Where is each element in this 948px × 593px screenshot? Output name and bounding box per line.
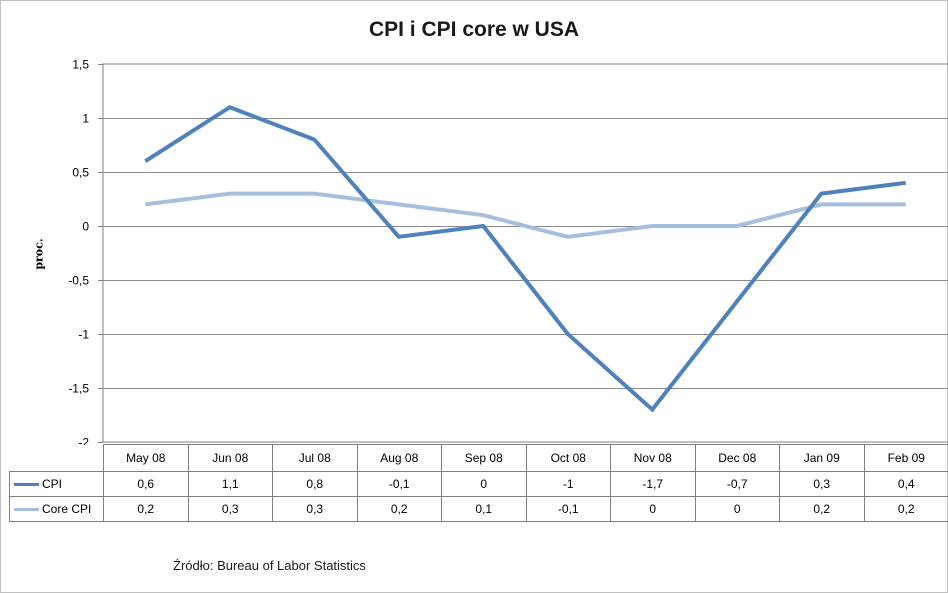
source-note: Źródło: Bureau of Labor Statistics [173,558,366,573]
data-label: -0,1 [356,471,442,497]
plot-area [102,63,948,443]
data-label: 0,8 [272,471,358,497]
x-tick-label: Jan 09 [779,444,865,472]
data-label: 0,2 [356,496,442,522]
data-label: -1,7 [610,471,696,497]
x-tick-label: Nov 08 [610,444,696,472]
x-tick-label: May 08 [103,444,189,472]
data-label: 0,6 [103,471,189,497]
x-tick-label: Dec 08 [694,444,780,472]
x-tick-label: Jul 08 [272,444,358,472]
data-label: 0,3 [272,496,358,522]
y-tick-label: -0,5 [68,274,89,288]
legend-label: CPI [42,477,63,491]
data-label: 0,1 [441,496,527,522]
legend-swatch [14,508,39,512]
category-row: May 08 Jun 08 Jul 08 Aug 08 Sep 08 Oct 08 Nov … [10,444,948,472]
x-tick-label: Jun 08 [187,444,273,472]
data-label: 0,2 [863,496,948,522]
legend-swatch [14,483,39,487]
table-row: Core CPI 0,2 0,3 0,3 0,2 0,1 -0,1 0 0 0,2 0,2 [9,496,948,522]
data-label: 0 [441,471,527,497]
series-line-core-cpi [145,191,906,239]
x-tick-label: Feb 09 [863,444,948,472]
y-tick-label: 1 [82,112,89,126]
data-label: 0,2 [103,496,189,522]
x-tick-label: Sep 08 [441,444,527,472]
legend-label: Core CPI [42,502,92,516]
y-tick-label: 0 [82,220,89,234]
data-label: 0,3 [779,471,865,497]
x-tick-label: Aug 08 [356,444,442,472]
legend-entry: Core CPI [9,496,104,522]
data-label: -1 [525,471,611,497]
y-tick-label: 0,5 [72,166,89,180]
legend-entry: CPI [9,471,104,497]
y-tick-label: -1 [78,328,89,342]
data-label: -0,7 [694,471,780,497]
data-label: 0,2 [779,496,865,522]
data-label: 0 [610,496,696,522]
chart-plot: 1,5 1 0,5 0 -0,5 -1 -1,5 -2 [68,58,948,446]
y-tick-label: -2 [78,436,89,446]
data-label: 0 [694,496,780,522]
y-tick-label: 1,5 [72,58,89,72]
data-label: 0,4 [863,471,948,497]
data-label: 1,1 [187,471,273,497]
data-label: 0,3 [187,496,273,522]
data-label: -0,1 [525,496,611,522]
x-tick-label: Oct 08 [525,444,611,472]
data-table: May 08 Jun 08 Jul 08 Aug 08 Sep 08 Oct 08 Nov … [9,444,948,522]
table-corner [10,445,104,472]
series-line-cpi [144,104,907,413]
table-row: CPI 0,6 1,1 0,8 -0,1 0 -1 -1,7 -0,7 0,3 0,4 [9,471,948,497]
y-tick-label: -1,5 [68,382,89,396]
chart-title: CPI i CPI core w USA [368,18,580,41]
